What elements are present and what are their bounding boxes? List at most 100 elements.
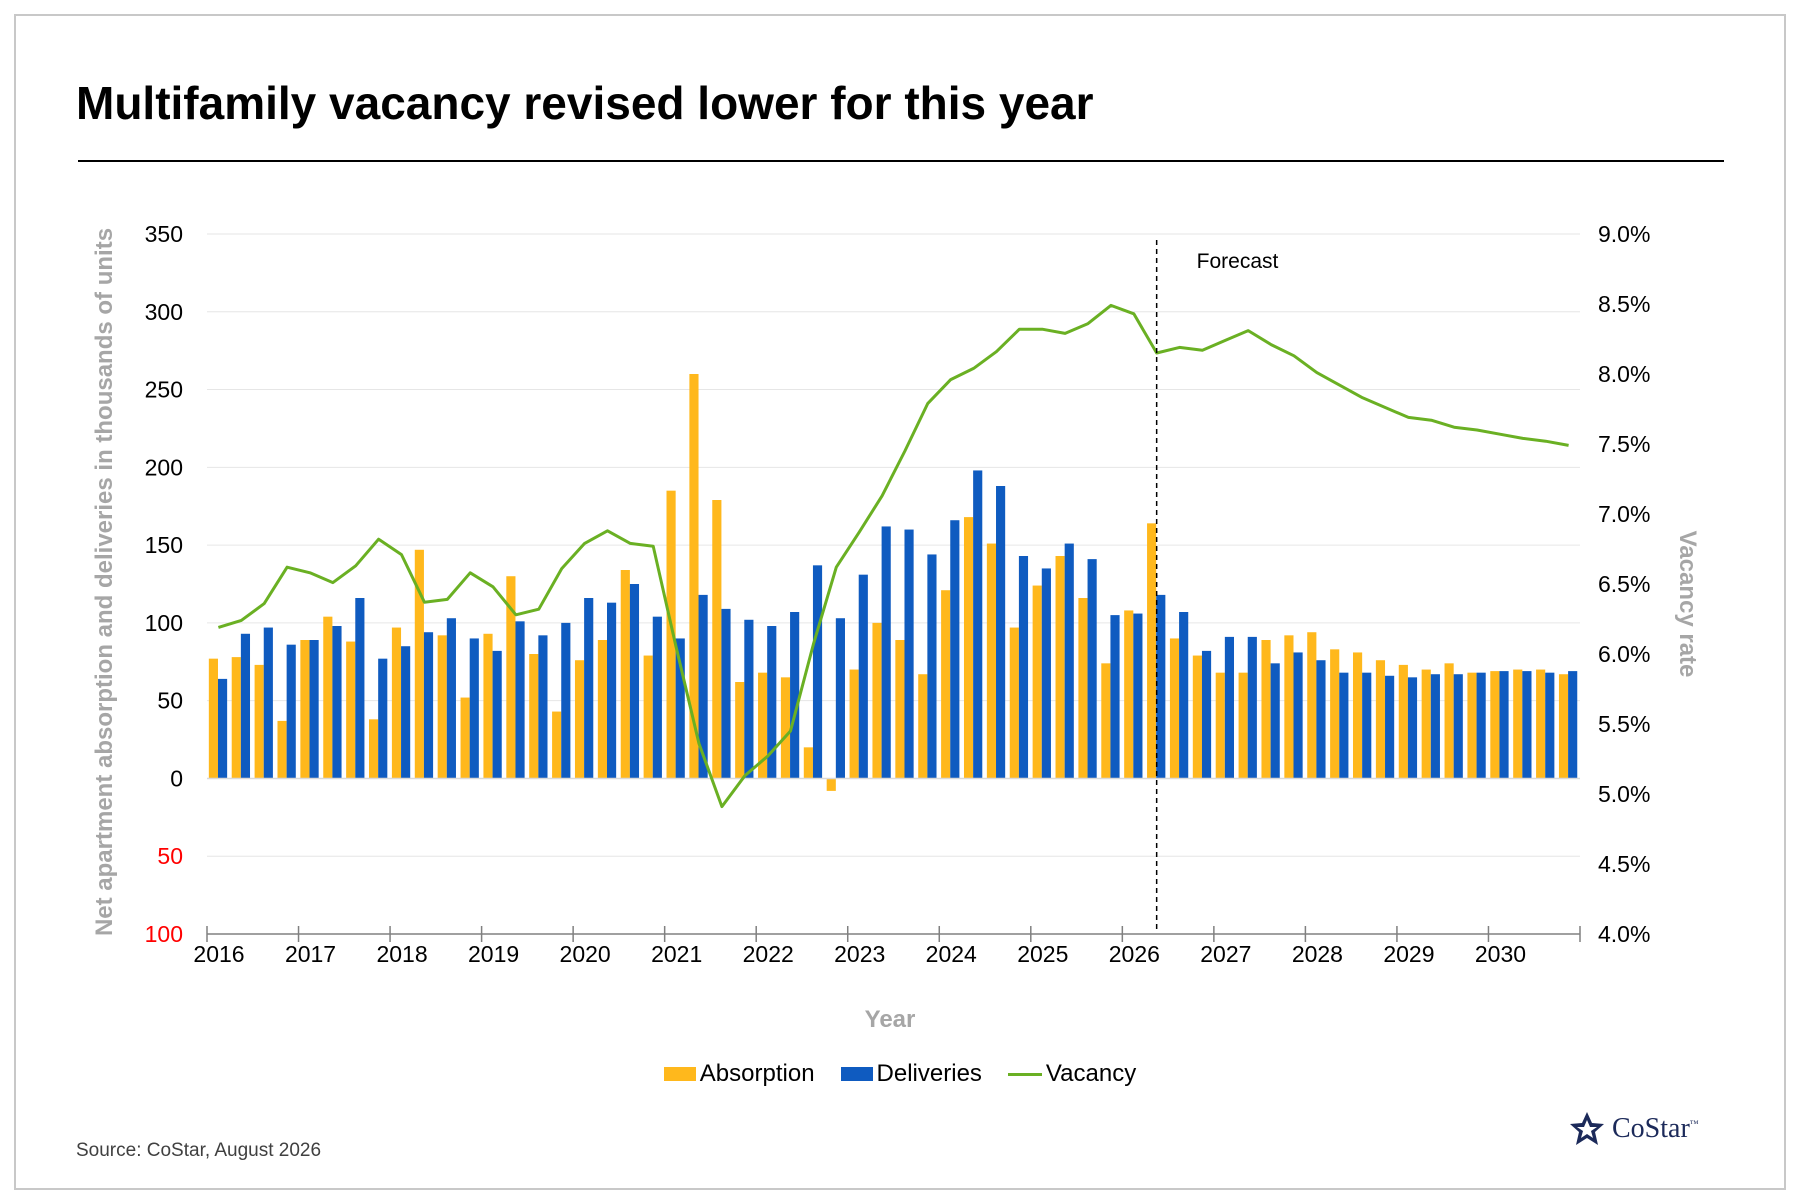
absorption-bar — [1330, 649, 1340, 779]
deliveries-bar — [858, 574, 868, 779]
absorption-bar — [986, 543, 997, 779]
absorption-bar — [277, 720, 287, 779]
x-tick-label: 2022 — [743, 941, 794, 967]
y2-tick-label: 5.0% — [1598, 781, 1650, 807]
absorption-bar — [1467, 672, 1477, 779]
absorption-bar — [1375, 660, 1386, 779]
deliveries-bar — [950, 520, 960, 779]
x-tick-label: 2021 — [651, 941, 702, 967]
vacancy-swatch — [1007, 1072, 1042, 1076]
absorption-bar — [1238, 672, 1248, 779]
absorption-bar — [620, 570, 630, 779]
deliveries-bar — [217, 678, 228, 779]
x-tick-label: 2019 — [468, 941, 519, 967]
legend: Absorption Deliveries Vacancy — [0, 1060, 1800, 1088]
deliveries-bar — [835, 618, 845, 779]
absorption-bar — [1307, 632, 1317, 779]
deliveries-bar — [1522, 671, 1532, 779]
absorption-bar — [1421, 669, 1431, 779]
x-tick-label: 2020 — [560, 941, 611, 967]
absorption-bar — [208, 658, 218, 779]
deliveries-bar — [790, 612, 800, 779]
absorption-bar — [849, 669, 859, 779]
absorption-bar — [323, 616, 333, 779]
y-axis-title: Net apartment absorption and deliveries … — [91, 228, 118, 936]
absorption-bar — [643, 655, 653, 779]
deliveries-bar — [996, 486, 1006, 779]
absorption-swatch — [663, 1067, 696, 1081]
absorption-bar — [735, 682, 745, 779]
absorption-bar — [529, 654, 539, 779]
absorption-bar — [597, 640, 608, 779]
absorption-bar — [666, 490, 676, 779]
deliveries-bar — [1362, 672, 1372, 779]
deliveries-bar — [286, 644, 296, 779]
logo-wordmark: CoStar — [1612, 1113, 1690, 1144]
deliveries-bar — [1247, 636, 1257, 779]
absorption-bar — [803, 747, 813, 779]
absorption-bar — [963, 517, 974, 779]
y-tick-label: 300 — [145, 299, 183, 325]
deliveries-bar — [1316, 660, 1326, 779]
absorption-bar — [1192, 655, 1202, 779]
absorption-bar — [826, 778, 836, 791]
x-tick-label: 2026 — [1109, 941, 1160, 967]
absorption-bar — [369, 719, 379, 779]
y2-tick-label: 8.5% — [1598, 291, 1650, 317]
tick-labels: 350 300 250 200 150 100 50 0 50 100 9.0% 8.5% 8.0% 7.… — [145, 221, 1651, 967]
deliveries-bar — [1385, 675, 1395, 779]
deliveries-bar — [309, 640, 319, 779]
y-tick-label: 100 — [145, 610, 183, 636]
absorption-bar — [758, 672, 768, 779]
x-tick-label: 2030 — [1475, 941, 1526, 967]
deliveries-bar — [1087, 559, 1097, 779]
absorption-bar — [1032, 585, 1042, 779]
absorption-bar — [300, 640, 310, 779]
legend-item-vacancy: Vacancy — [1007, 1060, 1136, 1088]
absorption-bar — [1009, 627, 1019, 779]
absorption-bar — [1352, 652, 1363, 779]
x-tick-label: 2027 — [1200, 941, 1251, 967]
deliveries-bar — [721, 608, 731, 779]
deliveries-bar — [446, 618, 456, 779]
forecast-annotation: Forecast — [1155, 240, 1279, 932]
legend-label-deliveries: Deliveries — [876, 1060, 982, 1087]
title-underline — [78, 160, 1724, 162]
legend-item-absorption: Absorption — [663, 1060, 815, 1088]
deliveries-bar — [1407, 677, 1418, 779]
deliveries-bar — [1179, 612, 1189, 779]
absorption-bar — [1215, 672, 1225, 779]
y-tick-label: 250 — [145, 377, 183, 403]
logo-trademark: ™ — [1689, 1118, 1699, 1129]
deliveries-bar — [401, 646, 411, 779]
deliveries-bar — [698, 594, 708, 779]
deliveries-bar — [812, 565, 823, 779]
chart-frame — [14, 14, 1786, 1190]
y2-tick-label: 6.0% — [1598, 641, 1650, 667]
deliveries-bar — [515, 621, 525, 779]
absorption-bar — [872, 622, 882, 779]
absorption-bar — [712, 500, 722, 779]
absorption-bar — [346, 641, 356, 779]
deliveries-swatch — [840, 1067, 873, 1081]
absorption-bar — [689, 374, 699, 779]
absorption-bar — [231, 657, 241, 779]
x-tick-label: 2029 — [1383, 941, 1434, 967]
deliveries-bar — [240, 633, 251, 779]
y-tick-label: 50 — [157, 843, 183, 869]
absorption-bar — [941, 590, 951, 779]
deliveries-bar — [607, 602, 617, 779]
deliveries-bar — [492, 650, 502, 779]
absorption-bar — [1444, 663, 1454, 779]
y-tick-label: 100 — [145, 921, 183, 947]
x-tick-label: 2023 — [834, 941, 885, 967]
deliveries-bar — [423, 632, 434, 779]
y-tick-label: 0 — [170, 765, 183, 791]
deliveries-bar — [1270, 663, 1280, 779]
absorption-bar — [437, 635, 447, 779]
deliveries-bar — [1041, 568, 1051, 779]
legend-label-absorption: Absorption — [699, 1060, 815, 1087]
x-tick-label: 2025 — [1017, 941, 1068, 967]
deliveries-bar — [1133, 613, 1143, 779]
bars-group — [208, 374, 1578, 791]
